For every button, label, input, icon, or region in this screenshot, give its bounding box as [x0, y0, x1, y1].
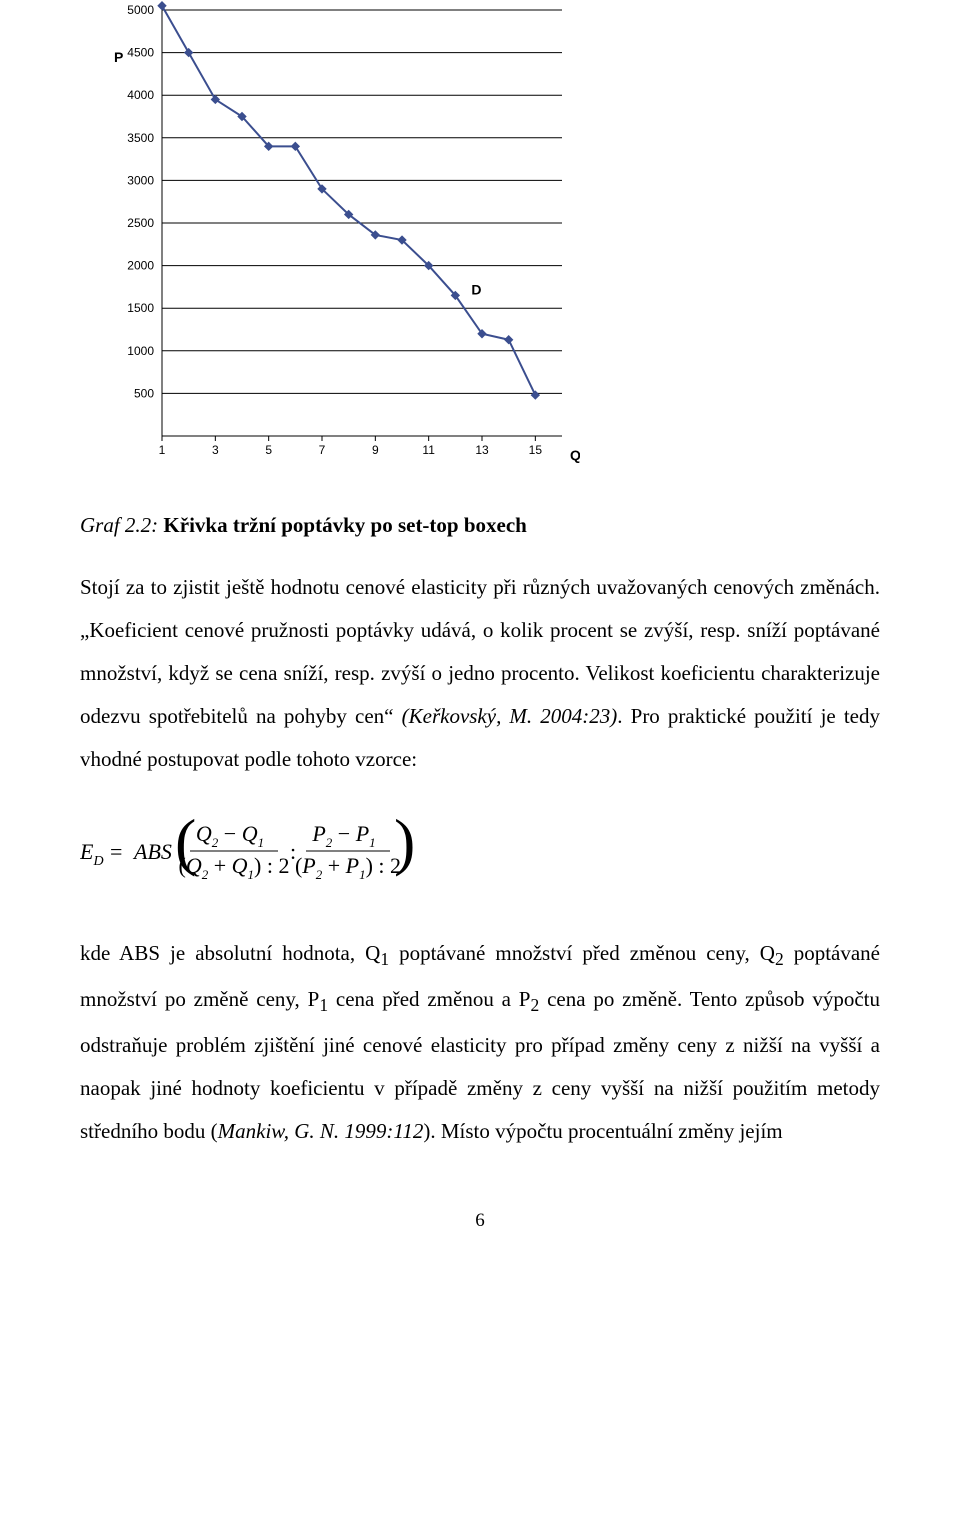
- formula-Ed: ED = ABS ( Q2 − Q1 (Q2 + Q1) : 2: [80, 813, 880, 898]
- page-number: 6: [80, 1210, 880, 1232]
- svg-text:(P2 + P1) : 2: (P2 + P1) : 2: [295, 853, 401, 882]
- p2-f: ). Místo výpočtu procentuální změny její…: [423, 1119, 782, 1143]
- formula-svg: ED = ABS ( Q2 − Q1 (Q2 + Q1) : 2: [80, 813, 460, 893]
- svg-text:1500: 1500: [127, 301, 154, 315]
- svg-text:13: 13: [475, 443, 489, 457]
- svg-text:3: 3: [212, 443, 219, 457]
- svg-text:15: 15: [529, 443, 543, 457]
- svg-text:ED: ED: [80, 839, 104, 869]
- svg-text:1000: 1000: [127, 344, 154, 358]
- chart-svg: 500 1000 1500 2000 2500 3000 3500 4000 4500 5000 1…: [100, 0, 580, 480]
- svg-text:=: =: [110, 839, 122, 864]
- svg-text:4000: 4000: [127, 88, 154, 102]
- svg-text:500: 500: [134, 386, 154, 400]
- p2-d: cena před změnou a P: [328, 987, 530, 1011]
- paragraph-1: Stojí za to zjistit ještě hodnotu cenové…: [80, 566, 880, 781]
- svg-text:5000: 5000: [127, 3, 154, 17]
- svg-text:4500: 4500: [127, 46, 154, 60]
- p2-b: poptávané množství před změnou ceny, Q: [389, 941, 775, 965]
- p1-citation: (Keřkovský, M. 2004:23): [402, 704, 618, 728]
- svg-text:P: P: [114, 49, 123, 65]
- svg-text:P2 − P1: P2 − P1: [311, 821, 375, 850]
- svg-text:ABS: ABS: [132, 839, 172, 864]
- paragraph-2: kde ABS je absolutní hodnota, Q1 poptáva…: [80, 932, 880, 1153]
- p2-sub2a: 2: [775, 949, 784, 969]
- svg-text:(Q2 + Q1) : 2: (Q2 + Q1) : 2: [179, 853, 290, 882]
- svg-text:D: D: [471, 282, 481, 298]
- caption-prefix: Graf 2.2:: [80, 513, 158, 537]
- p2-sub1a: 1: [380, 949, 389, 969]
- demand-chart: 500 1000 1500 2000 2500 3000 3500 4000 4500 5000 1…: [100, 0, 880, 485]
- svg-text:3500: 3500: [127, 131, 154, 145]
- page: 500 1000 1500 2000 2500 3000 3500 4000 4500 5000 1…: [0, 0, 960, 1272]
- svg-text:Q2 − Q1: Q2 − Q1: [196, 821, 264, 850]
- svg-text:7: 7: [319, 443, 326, 457]
- svg-text:9: 9: [372, 443, 379, 457]
- svg-text:): ): [394, 813, 415, 877]
- svg-text:5: 5: [265, 443, 272, 457]
- svg-text:2000: 2000: [127, 259, 154, 273]
- svg-text:Q: Q: [570, 447, 580, 463]
- p2-sub1b: 1: [319, 995, 328, 1015]
- p2-citation: Mankiw, G. N. 1999:112: [218, 1119, 424, 1143]
- svg-text:1: 1: [159, 443, 166, 457]
- p2-a: kde ABS je absolutní hodnota, Q: [80, 941, 380, 965]
- svg-text:11: 11: [422, 443, 435, 457]
- p2-sub2b: 2: [530, 995, 539, 1015]
- svg-text:3000: 3000: [127, 173, 154, 187]
- figure-caption: Graf 2.2: Křivka tržní poptávky po set-t…: [80, 513, 880, 538]
- svg-text:2500: 2500: [127, 216, 154, 230]
- caption-title: Křivka tržní poptávky po set-top boxech: [163, 513, 526, 537]
